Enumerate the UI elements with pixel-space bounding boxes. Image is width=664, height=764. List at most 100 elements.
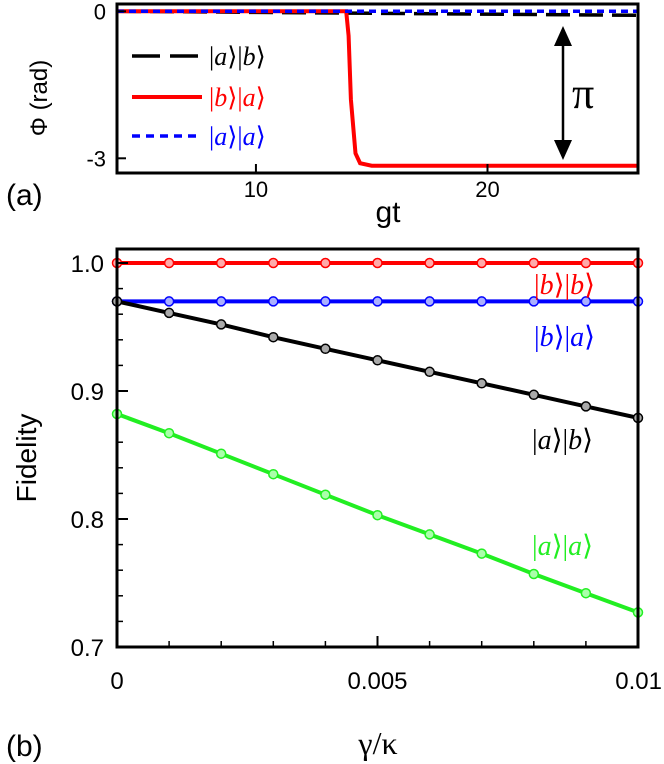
panel-b-series-label-0-part-4: ⟩ — [584, 270, 595, 301]
panel-a-legend-label-0-part-1: a — [214, 42, 227, 71]
panel-a-label: (a) — [6, 179, 43, 212]
panel-a-ticks: 10 20 0 -3 — [86, 0, 499, 202]
panel-b-series-label-2-part-1: a — [538, 425, 552, 456]
panel-b-series-label-2-part-2: ⟩| — [552, 425, 569, 456]
panel-b-series-1-point-6 — [424, 296, 435, 307]
panel-b-series-0-point-1 — [163, 257, 175, 269]
panel-a-legend: |a⟩|b⟩|b⟩|a⟩|a⟩|a⟩ — [132, 42, 266, 151]
panel-a-ytick-label-1: -3 — [86, 146, 106, 171]
panel-a-legend-label-0: |a⟩|b⟩ — [209, 42, 266, 71]
panel-b-series-0-point-9 — [580, 257, 592, 269]
panel-b-series-0-point-7 — [476, 257, 487, 269]
panel-b-xtick-label-2: 0.01 — [615, 668, 662, 695]
panel-a-frame — [115, 2, 640, 175]
panel-b-series-1-point-8 — [528, 296, 540, 307]
panel-b-series-3-point-3 — [268, 468, 279, 480]
panel-b-xlabel: γ/κ — [357, 725, 397, 761]
panel-b-series-label-2-part-0: | — [532, 425, 538, 456]
panel-b-series-2-point-2 — [215, 319, 227, 330]
panel-a-xtick-label-0: 10 — [244, 177, 268, 202]
panel-a-legend-label-1-part-3: a — [243, 83, 256, 112]
panel-b-series-3-point-7 — [476, 548, 487, 559]
panel-a-legend-label-2-part-3: a — [243, 122, 256, 151]
panel-a-legend-label-2-part-1: a — [214, 122, 227, 151]
panel-b-label: (b) — [6, 730, 43, 763]
panel-a-series-line-1 — [117, 9, 638, 168]
pi-arrow-head-top — [554, 26, 572, 46]
panel-b-minor-ticks — [117, 287, 587, 647]
panel-b-series-0-point-2 — [215, 257, 227, 269]
panel-a-legend-label-1-part-4: ⟩ — [256, 83, 266, 112]
panel-a-legend-label-2-part-0: | — [209, 122, 214, 151]
panel-b-series-label-3-part-3: a — [568, 531, 582, 562]
panel-b-series-label-1-part-2: ⟩| — [554, 322, 571, 353]
panel-b-series-label-3-part-2: ⟩| — [552, 531, 569, 562]
panel-b-xtick-label-1: 0.005 — [347, 668, 407, 695]
panel-b-series-label-0-part-0: | — [534, 270, 540, 301]
panel-a-legend-label-1: |b⟩|a⟩ — [209, 83, 266, 112]
panel-b-series-label-3-part-4: ⟩ — [582, 531, 593, 562]
panel-b-series — [111, 257, 644, 618]
panel-b-series-label-1: |b⟩|a⟩ — [534, 322, 595, 353]
panel-a-legend-label-2: |a⟩|a⟩ — [209, 122, 266, 151]
panel-b-series-label-0-part-3: b — [570, 270, 584, 301]
panel-b-ytick-label-3: 1.0 — [71, 251, 104, 278]
panel-b-series-3-point-6 — [424, 529, 435, 540]
panel-b-series-labels: |b⟩|b⟩|b⟩|a⟩|a⟩|b⟩|a⟩|a⟩ — [532, 270, 595, 562]
panel-b-series-3-point-8 — [528, 568, 540, 580]
panel-b-series-0-point-8 — [528, 257, 540, 269]
panel-b-series-label-0-part-2: ⟩| — [554, 270, 571, 301]
panel-b-series-0-point-6 — [424, 257, 435, 269]
panel-b-series-0-point-5 — [372, 257, 383, 269]
panel-b-series-3-point-9 — [580, 587, 592, 599]
panel-a-legend-label-1-part-2: ⟩| — [227, 83, 242, 112]
panel-b-series-1-point-5 — [372, 296, 383, 307]
panel-b-series-label-3-part-0: | — [532, 531, 538, 562]
panel-b-ytick-label-2: 0.9 — [71, 379, 104, 406]
panel-b-series-3-point-5 — [372, 509, 383, 521]
panel-b-series-label-3: |a⟩|a⟩ — [532, 531, 593, 562]
panel-b-ylabel: Fidelity — [11, 414, 42, 503]
panel-b-ytick-label-0: 0.7 — [71, 635, 104, 662]
panel-b-series-label-1-part-0: | — [534, 322, 540, 353]
panel-b-xtick-label-0: 0 — [110, 668, 123, 695]
panel-b-series-label-1-part-1: b — [540, 322, 554, 353]
panel-b-series-3-point-1 — [163, 427, 175, 439]
panel-a-legend-label-2-part-4: ⟩ — [256, 122, 266, 151]
panel-b-series-1-point-9 — [580, 296, 592, 307]
panel-b-series-label-1-part-3: a — [570, 322, 584, 353]
panel-a-legend-label-2-part-2: ⟩| — [227, 122, 242, 151]
panel-b-series-label-1-part-4: ⟩ — [584, 322, 595, 353]
panel-b-series-2-point-5 — [372, 355, 383, 366]
panel-b-series-2-point-3 — [268, 331, 279, 343]
panel-b-series-label-2-part-3: b — [568, 425, 582, 456]
panel-b-ytick-label-1: 0.8 — [71, 507, 104, 534]
panel-b-ticks: 0.7 0.8 0.9 1.0 0 0.005 0.01 — [71, 251, 662, 695]
panel-a-legend-label-0-part-4: ⟩ — [256, 42, 266, 71]
panel-a-legend-label-1-part-0: | — [209, 83, 214, 112]
pi-arrow-head-bottom — [554, 140, 572, 160]
panel-b-series-1-point-4 — [320, 296, 331, 307]
panel-b-series-label-2-part-4: ⟩ — [582, 425, 593, 456]
panel-b-series-label-3-part-1: a — [538, 531, 552, 562]
panel-a-xlabel: gt — [375, 196, 401, 229]
panel-a: 10 200-3 gt Φ (rad) (a) |a⟩|b⟩|b⟩|a⟩|a⟩|a… — [6, 0, 640, 229]
panel-b-series-2-point-4 — [320, 343, 331, 355]
panel-b-series-0-point-3 — [268, 257, 279, 269]
panel-a-ytick-label-0: 0 — [94, 0, 106, 24]
panel-b-series-2-point-8 — [528, 389, 540, 401]
panel-a-legend-label-0-part-0: | — [209, 42, 214, 71]
panel-b-series-1-point-2 — [215, 296, 227, 307]
panel-a-legend-label-1-part-1: b — [214, 83, 227, 112]
panel-b: 0.70.80.91.00 0.005 0.01 |b⟩|b⟩|b⟩|a⟩|a⟩|b… — [6, 247, 662, 763]
panel-a-xtick-label-1: 20 — [475, 177, 499, 202]
panel-b-series-2-point-7 — [476, 378, 487, 389]
panel-a-series — [116, 9, 639, 168]
panel-b-series-3-point-4 — [320, 489, 331, 500]
panel-b-series-2-point-1 — [163, 307, 175, 319]
panel-b-series-1-point-3 — [268, 296, 279, 307]
pi-annotation: π — [572, 69, 594, 118]
panel-b-series-3-point-2 — [215, 448, 227, 459]
panel-a-legend-label-0-part-3: b — [243, 42, 256, 71]
